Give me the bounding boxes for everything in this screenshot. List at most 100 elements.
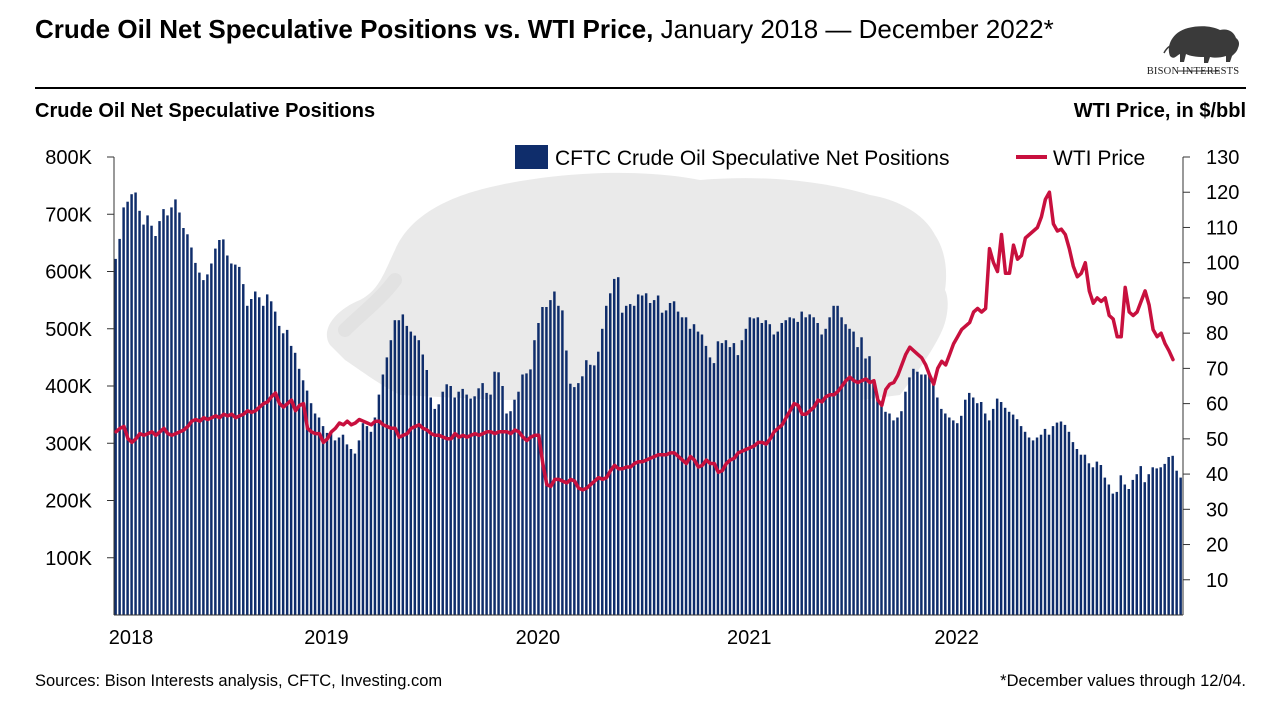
position-bar: [553, 291, 556, 615]
chart-title: Crude Oil Net Speculative Positions vs. …: [35, 12, 1095, 46]
position-bar: [146, 215, 149, 615]
right-axis-tick-label: 130: [1206, 147, 1239, 169]
x-axis-tick-label: 2020: [516, 627, 561, 649]
position-bar: [1027, 437, 1031, 615]
x-axis-tick-label: 2022: [934, 627, 979, 649]
position-bar: [680, 317, 684, 615]
right-axis-title: WTI Price, in $/bbl: [1073, 100, 1246, 122]
position-bar: [449, 386, 452, 615]
position-bar: [1047, 434, 1051, 615]
position-bar: [453, 397, 456, 615]
position-bar: [632, 305, 636, 615]
position-bar: [644, 293, 648, 615]
position-bar: [712, 363, 716, 615]
position-bar: [987, 420, 991, 615]
right-axis-tick-label: 70: [1206, 358, 1228, 380]
position-bar: [250, 299, 253, 615]
position-bar: [349, 449, 353, 615]
right-axis-tick-label: 110: [1206, 217, 1238, 239]
position-bar: [569, 383, 572, 615]
left-axis-tick-label: 100K: [45, 548, 92, 570]
position-bar: [469, 398, 472, 615]
position-bar: [505, 413, 508, 615]
position-bar: [944, 413, 947, 615]
position-bar: [868, 356, 871, 615]
position-bar: [848, 328, 851, 616]
position-bar: [1107, 484, 1111, 615]
position-bar: [589, 364, 592, 615]
position-bar: [501, 386, 504, 615]
position-bar: [242, 284, 245, 615]
position-bar: [517, 391, 520, 615]
position-bar: [1023, 431, 1027, 615]
position-bar: [812, 317, 815, 615]
position-bar: [401, 314, 405, 615]
position-bar: [198, 272, 201, 615]
left-axis-tick-label: 700K: [45, 204, 92, 226]
position-bar: [780, 323, 783, 615]
position-bar: [864, 358, 867, 615]
position-bar: [305, 390, 309, 615]
position-bar: [437, 404, 440, 615]
position-bar: [816, 323, 819, 615]
position-bar: [1127, 489, 1131, 615]
wti-price-line: [114, 190, 1175, 492]
position-bar: [804, 317, 807, 615]
position-bar: [465, 394, 468, 615]
x-axis-tick-label: 2019: [304, 627, 349, 649]
position-bar: [636, 294, 640, 615]
position-bar: [325, 432, 329, 615]
position-bar: [1087, 463, 1091, 615]
position-bar: [254, 291, 257, 615]
position-bar: [624, 305, 628, 615]
position-bar: [445, 384, 448, 615]
x-axis-tick-label: 2021: [727, 627, 772, 649]
position-bar: [872, 383, 875, 615]
position-bar: [904, 391, 907, 615]
position-bar: [557, 305, 560, 615]
position-bar: [405, 325, 409, 615]
left-axis-tick-label: 600K: [45, 262, 92, 284]
right-axis-tick-label: 120: [1206, 182, 1239, 204]
position-bar: [1131, 479, 1135, 615]
position-bar: [190, 247, 193, 615]
position-bar: [968, 392, 971, 615]
sources-note: Sources: Bison Interests analysis, CFTC,…: [35, 672, 443, 690]
left-axis: 100K 200K 300K 400K 500K 600K 700K 800K: [45, 147, 115, 615]
position-bar: [824, 328, 827, 616]
position-bar: [369, 431, 373, 615]
position-bar: [696, 331, 700, 615]
position-bar: [912, 368, 915, 615]
position-bar: [393, 320, 397, 615]
position-bar: [1091, 467, 1095, 615]
position-bar: [289, 345, 293, 615]
position-bar: [1071, 442, 1075, 615]
position-bar: [365, 426, 369, 615]
position-bar: [126, 201, 129, 615]
position-bar: [150, 225, 153, 615]
position-bar: [1167, 457, 1170, 615]
position-bar: [776, 331, 780, 615]
position-bar: [979, 402, 983, 615]
position-bar: [525, 373, 528, 615]
position-bar: [230, 263, 233, 615]
position-bar: [329, 431, 333, 615]
position-bar: [676, 311, 680, 615]
position-bar: [724, 340, 728, 615]
position-bar: [1059, 421, 1063, 615]
position-bar: [720, 343, 724, 615]
position-bar: [142, 224, 145, 615]
position-bar: [1099, 465, 1103, 615]
footnote: *December values through 12/04.: [1000, 672, 1246, 690]
position-bar: [884, 411, 887, 615]
left-axis-tick-label: 500K: [45, 319, 92, 341]
position-bar: [948, 417, 951, 615]
right-axis-tick-label: 80: [1206, 323, 1228, 345]
position-bar: [1175, 470, 1178, 615]
position-bar: [210, 263, 213, 615]
position-bar: [194, 262, 197, 615]
position-bar: [999, 402, 1003, 615]
position-bar: [170, 207, 173, 615]
left-axis-tick-label: 300K: [45, 433, 92, 455]
position-bar: [1135, 474, 1138, 615]
